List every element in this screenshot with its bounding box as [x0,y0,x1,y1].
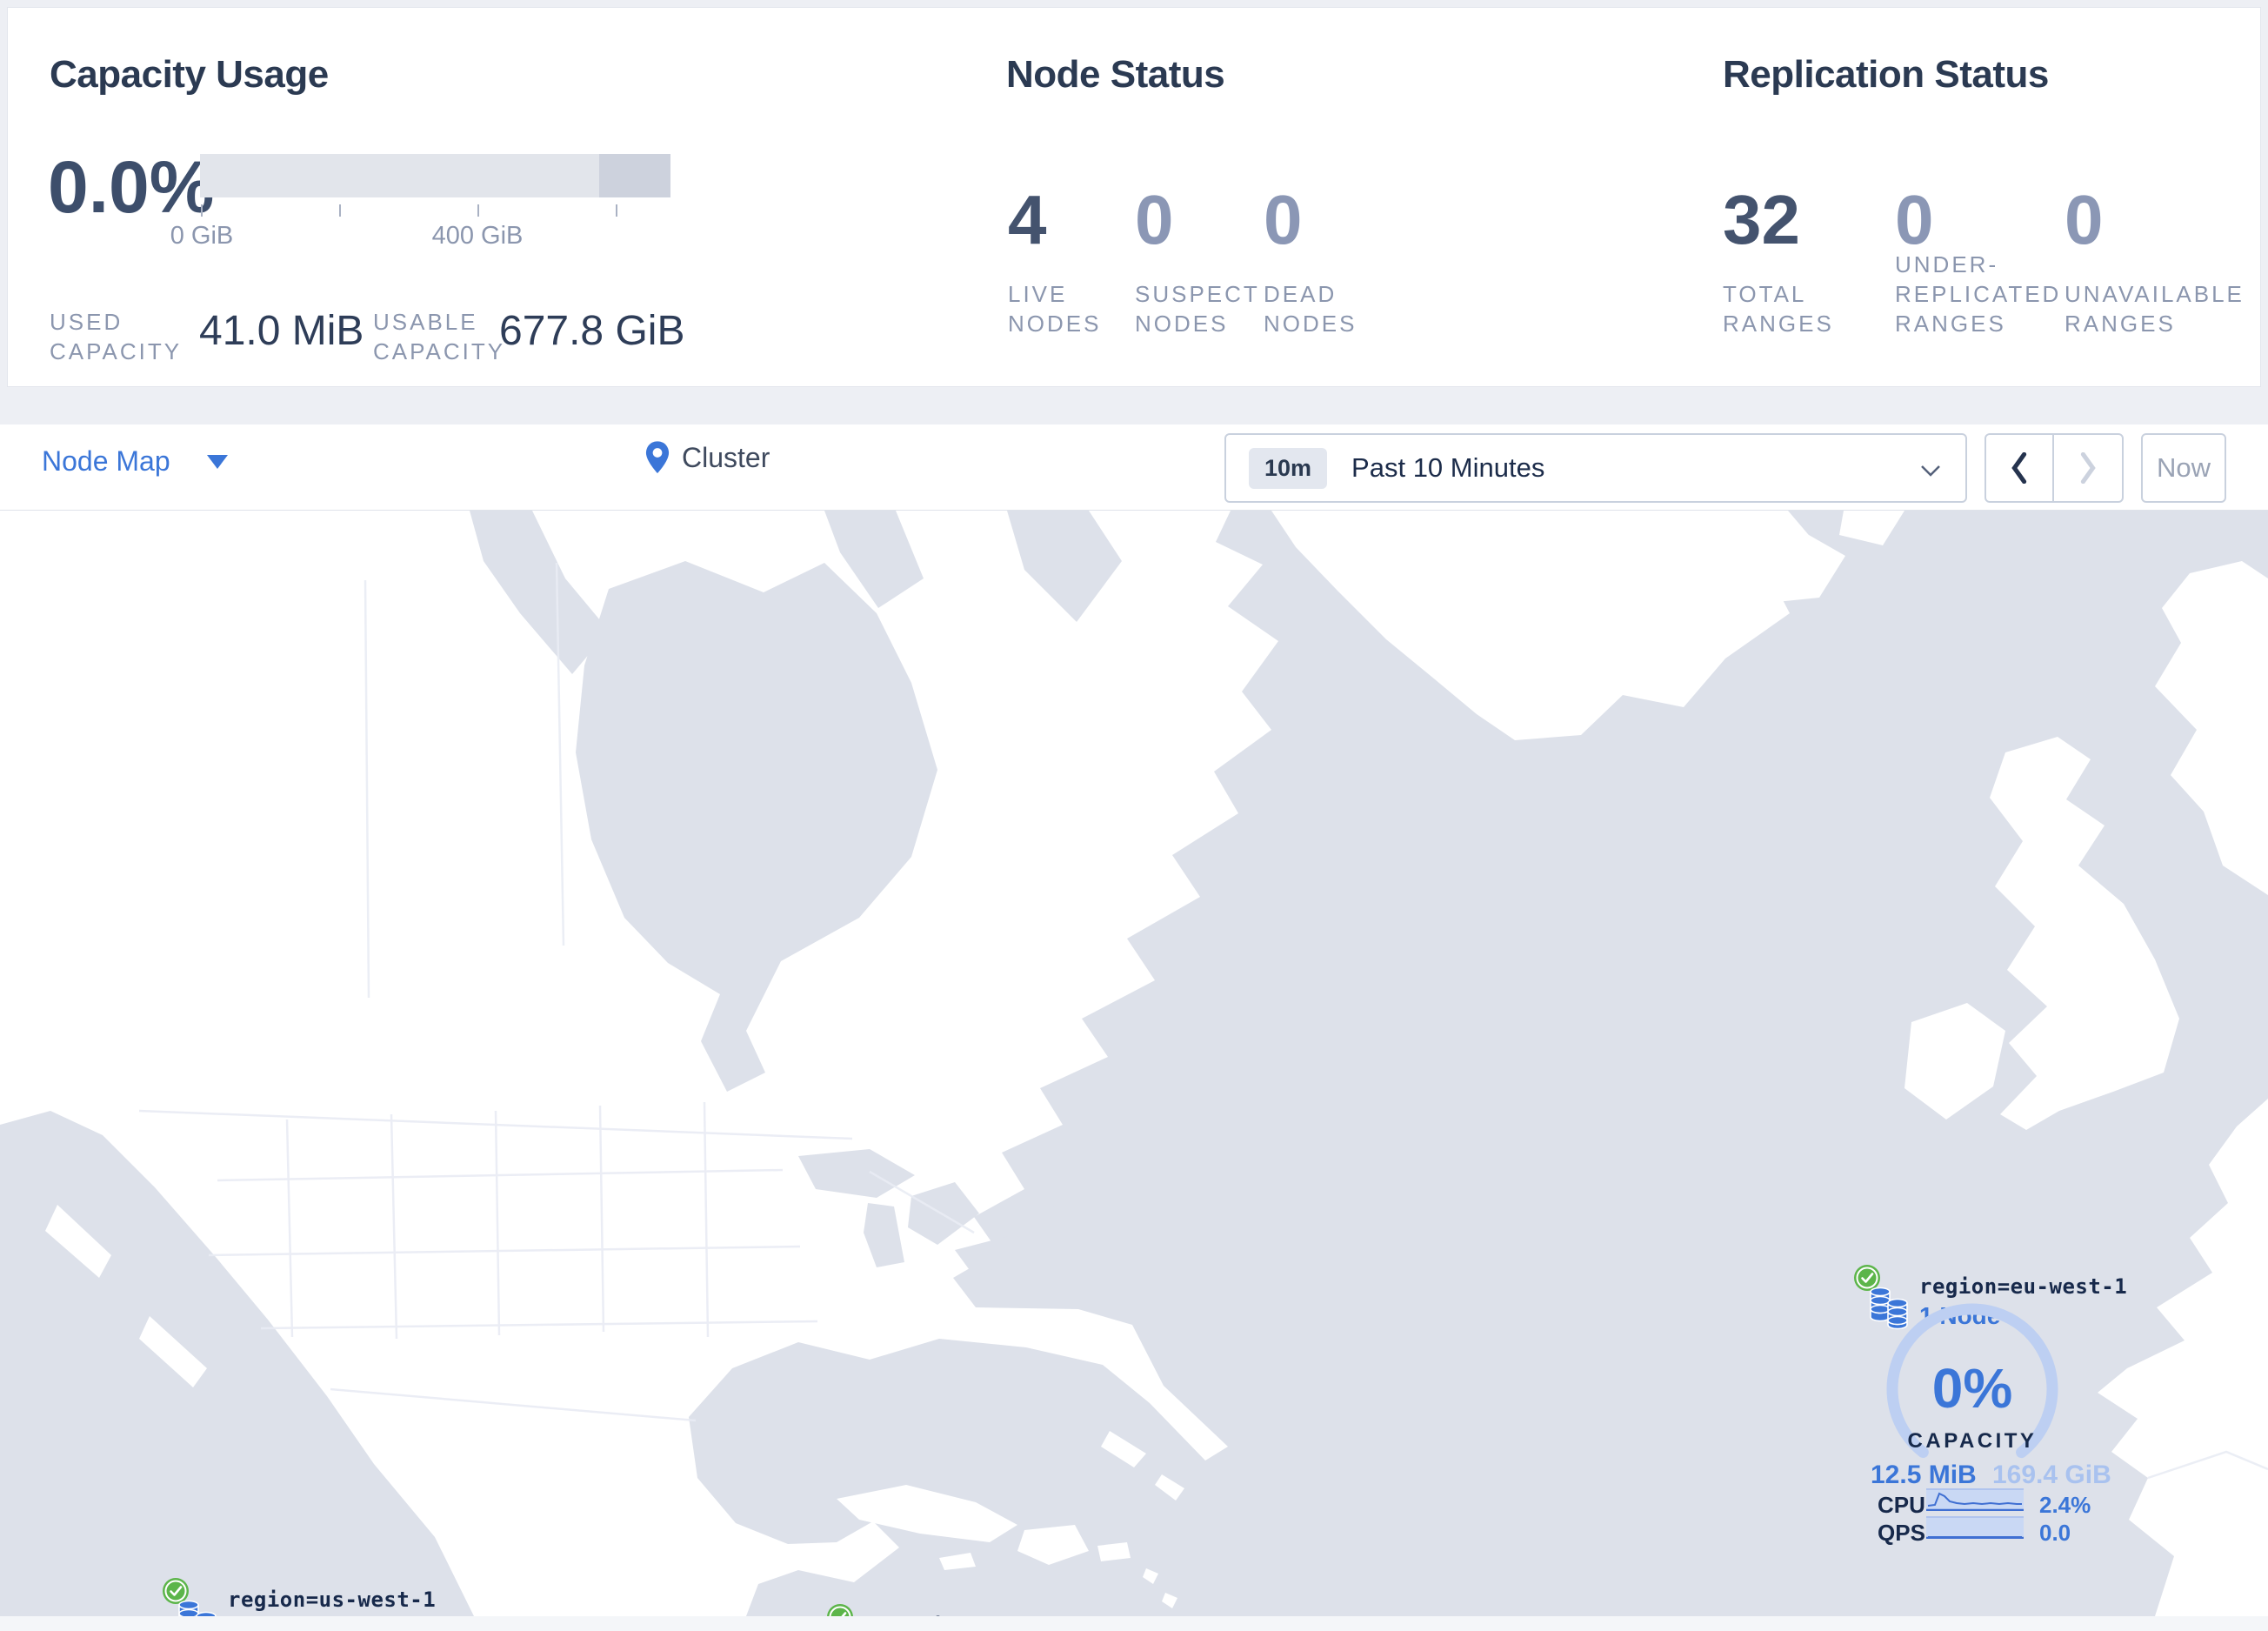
under-replicated-label-line1: UNDER- [1895,251,1999,277]
region-locality-label: region=us-west-1 [228,1588,437,1612]
total-ranges-label: TOTAL RANGES [1723,279,1897,338]
used-capacity-value: 41.0 MiB [199,308,364,354]
cpu-sparkline [1926,1488,2024,1511]
region-total-capacity: 169.4 GiB [1992,1461,2111,1489]
chevron-left-icon [2011,452,2027,484]
usable-capacity-label: USABLE CAPACITY [373,307,505,366]
usable-capacity-label-line1: USABLE [373,309,478,335]
suspect-nodes-count: 0 [1135,181,1174,258]
region-used-capacity: 12.5 MiB [1871,1461,1977,1489]
time-range-dropdown[interactable]: 10m Past 10 Minutes [1224,433,1967,503]
cpu-value: 2.4% [2039,1492,2091,1518]
region-locality-label: region=us-east-1 [892,1614,1100,1616]
qps-value: 0.0 [2039,1520,2071,1546]
used-capacity-label-line1: USED [50,309,123,335]
database-stack-icon [178,1600,217,1616]
location-pin-icon [645,441,670,474]
region-capacity-label: CAPACITY [1907,1429,2038,1453]
map-toolbar: Node Map Cluster 10m Past 10 Minutes [0,424,2268,511]
used-capacity-label-line2: CAPACITY [50,338,183,364]
region-marker-us-west-1[interactable]: region=us-west-1 1 Node 0% CAPACITY 12.2… [162,1577,436,1616]
region-locality-label: region=eu-west-1 [1919,1274,2128,1299]
healthy-check-icon [163,1578,189,1604]
time-range-label: Past 10 Minutes [1351,452,1545,483]
replication-status-title: Replication Status [1723,53,2049,96]
used-capacity-label: USED CAPACITY [50,307,182,366]
usable-capacity-value: 677.8 GiB [499,308,685,354]
total-ranges-count: 32 [1723,181,1800,258]
region-node-count[interactable]: 1 Node [228,1615,309,1616]
capacity-usage-title: Capacity Usage [50,53,329,96]
region-marker-eu-west-1[interactable]: region=eu-west-1 1 Node 0% CAPACITY 12.5… [1853,1264,2127,1551]
map-bottom-strip [0,1616,2268,1631]
dead-nodes-count: 0 [1264,181,1303,258]
capacity-axis-tick [201,204,203,217]
capacity-axis-tick [616,204,617,217]
unavailable-ranges-label-line2: RANGES [2065,311,2176,337]
region-marker-us-east-1[interactable]: region=us-east-1 2 Nodes 0% CAPACITY 16.… [826,1603,1100,1616]
under-replicated-ranges-count: 0 [1895,181,1934,258]
breadcrumb[interactable]: Cluster [645,440,770,475]
suspect-nodes-label-line2: NODES [1135,311,1229,337]
capacity-axis-tick [477,204,479,217]
capacity-percent: 0.0% [48,146,215,228]
node-status-title: Node Status [1006,53,1225,96]
breadcrumb-label: Cluster [682,441,770,473]
world-map-graphic [0,511,2268,1616]
unavailable-ranges-label: UNAVAILABLE RANGES [2065,279,2245,338]
live-nodes-count: 4 [1008,181,1047,258]
unavailable-ranges-count: 0 [2065,181,2104,258]
total-ranges-label-line1: TOTAL [1723,281,1807,307]
suspect-nodes-label-line1: SUSPECT [1135,281,1260,307]
suspect-nodes-label: SUSPECT NODES [1135,279,1309,338]
view-selector-dropdown[interactable]: Node Map [42,445,228,478]
now-button[interactable]: Now [2141,433,2226,503]
unavailable-ranges-label-line1: UNAVAILABLE [2065,281,2245,307]
capacity-axis-tick [339,204,341,217]
cluster-stats-panel: Capacity Usage 0.0% 0 GiB 400 GiB USED C… [7,7,2261,387]
dead-nodes-label-line1: DEAD [1264,281,1337,307]
live-nodes-label-line2: NODES [1008,311,1102,337]
chevron-down-icon [1921,465,1940,477]
dead-nodes-label-line2: NODES [1264,311,1357,337]
total-ranges-label-line2: RANGES [1723,311,1834,337]
capacity-gauge-arc [1886,1303,2058,1475]
view-selector-label: Node Map [42,445,170,477]
healthy-check-icon [827,1604,853,1616]
node-map[interactable]: region=us-west-1 1 Node 0% CAPACITY 12.2… [0,511,2268,1616]
live-nodes-label-line1: LIVE [1008,281,1068,307]
cpu-label: CPU [1878,1492,1925,1518]
live-nodes-label: LIVE NODES [1008,279,1182,338]
time-step-controls [1984,433,2124,503]
dead-nodes-label: DEAD NODES [1264,279,1438,338]
database-stack-icon [1870,1287,1908,1330]
caret-down-icon [206,454,228,469]
chevron-right-icon [2080,452,2096,484]
qps-sparkline [1926,1516,2024,1539]
time-step-forward-button[interactable] [2054,435,2122,501]
under-replicated-label-line3: RANGES [1895,311,2006,337]
qps-label: QPS [1878,1520,1925,1546]
capacity-bar-reserved-segment [599,154,670,197]
capacity-axis-label-400: 400 GiB [431,222,524,250]
capacity-axis-label-0: 0 GiB [170,222,234,250]
healthy-check-icon [1854,1265,1880,1291]
region-capacity-percent: 0% [1931,1357,2013,1420]
time-step-back-button[interactable] [1986,435,2054,501]
under-replicated-ranges-label: UNDER- REPLICATED RANGES [1895,250,2069,338]
under-replicated-label-line2: REPLICATED [1895,281,2062,307]
capacity-bar [200,154,670,197]
time-range-badge: 10m [1249,447,1328,489]
usable-capacity-label-line2: CAPACITY [373,338,506,364]
